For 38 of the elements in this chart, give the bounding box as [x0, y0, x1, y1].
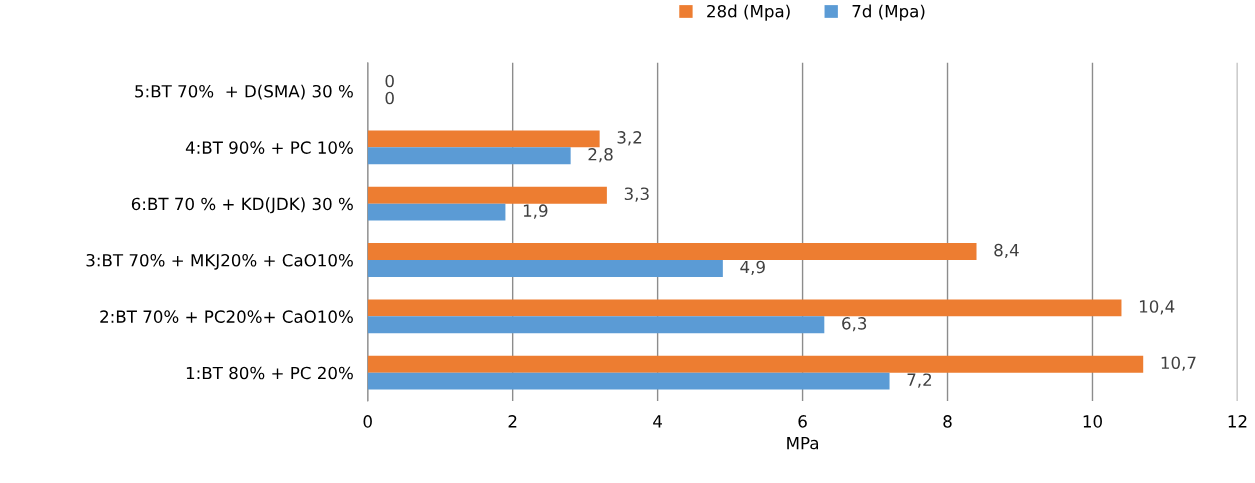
x-axis-title: MPa [787, 436, 819, 450]
data-label: 6,3 [842, 317, 867, 332]
data-label: 10,4 [1139, 300, 1175, 315]
bar [367, 186, 607, 204]
x-tick-label: 2 [508, 415, 517, 428]
x-tick-label: 0 [363, 415, 372, 428]
data-label: 8,4 [994, 243, 1019, 259]
bar [367, 316, 825, 334]
y-tick-label: 2:BT 70% + PC20%+ CaO10% [100, 310, 353, 323]
legend-label: 7d (Mpa) [852, 4, 925, 21]
x-tick-label: 10 [1083, 415, 1102, 428]
data-label: 3,3 [624, 187, 649, 202]
x-tick-label: 4 [653, 415, 662, 428]
y-tick-label: 4:BT 90% + PC 10% [185, 141, 353, 154]
bar [367, 130, 600, 148]
data-label: 3,2 [617, 131, 642, 146]
bar [367, 203, 506, 221]
bar [367, 355, 1144, 373]
bar [367, 243, 977, 261]
data-label: 1,9 [523, 204, 548, 219]
data-label: 2,8 [588, 148, 613, 163]
data-label: 0 [385, 91, 394, 105]
x-tick-label: 6 [798, 415, 807, 428]
bar [367, 299, 1122, 317]
legend-label: 28d (Mpa) [707, 4, 790, 21]
data-label: 4,9 [740, 260, 765, 275]
x-tick-label: 8 [943, 415, 952, 428]
data-label: 10,7 [1161, 356, 1196, 371]
y-tick-label: 6:BT 70 % + KD(JDK) 30 % [131, 197, 353, 214]
bar [367, 372, 890, 390]
y-tick-label: 1:BT 80% + PC 20% [186, 366, 353, 380]
y-tick-label: 5:BT 70% + D(SMA) 30 % [135, 84, 353, 100]
bar [367, 260, 723, 277]
data-label: 0 [385, 74, 394, 88]
y-tick-label: 3:BT 70% + MKJ20% + CaO10% [86, 253, 353, 270]
bar [367, 147, 571, 165]
data-label: 7,2 [907, 373, 932, 388]
x-tick-label: 12 [1228, 415, 1247, 428]
